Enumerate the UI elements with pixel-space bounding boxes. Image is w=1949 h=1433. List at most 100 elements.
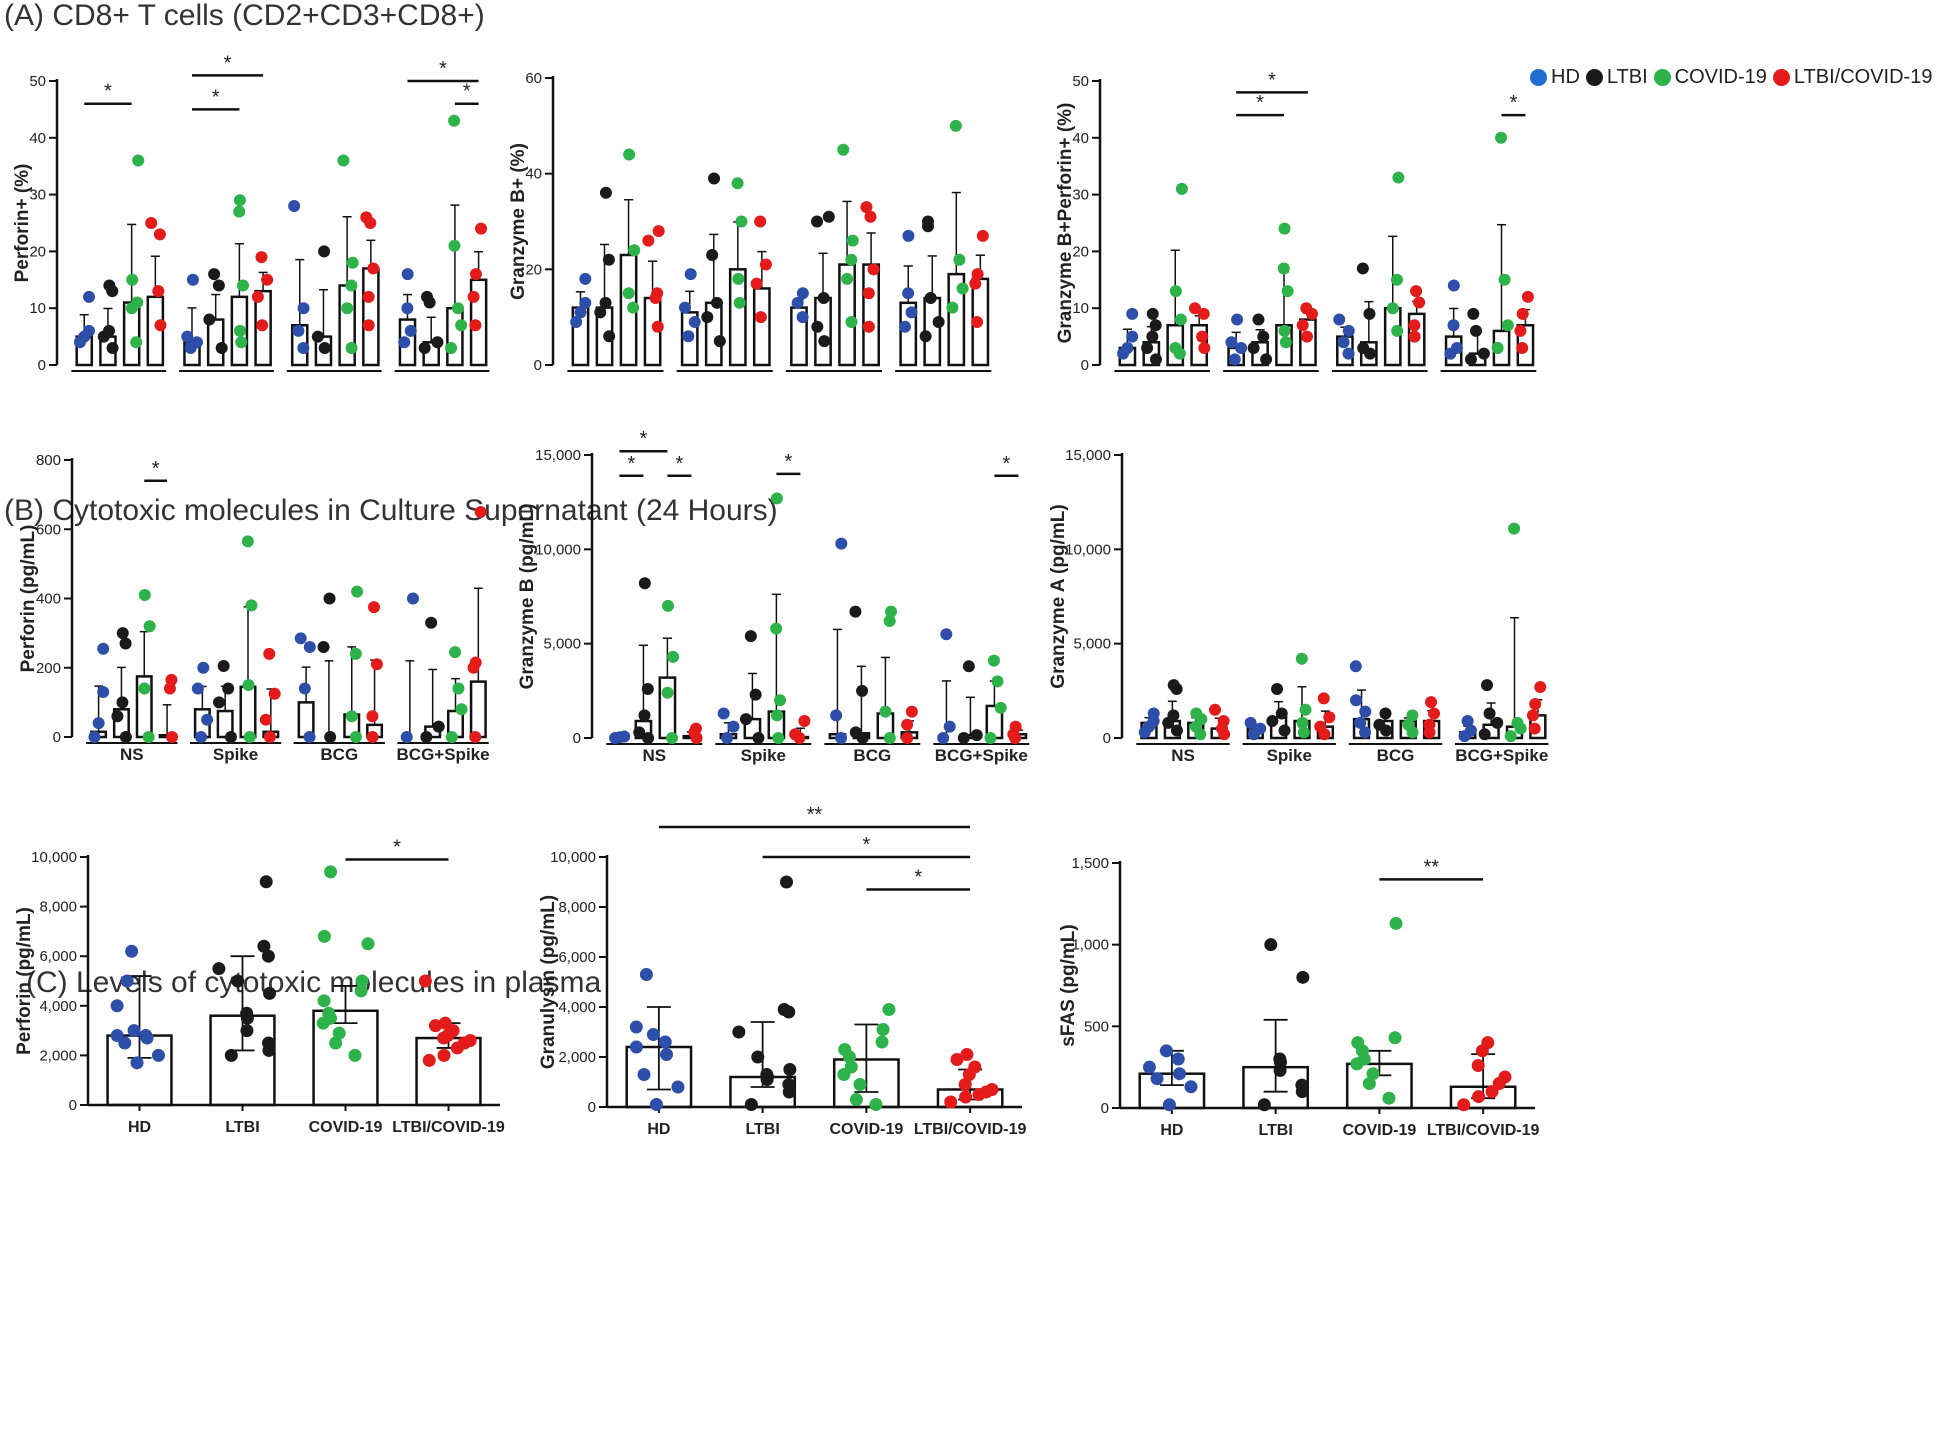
C2-point [779, 875, 793, 889]
A1-point [131, 296, 144, 309]
C1-sig-label: * [393, 836, 401, 858]
B2-point [641, 682, 654, 695]
B3-point [1491, 716, 1504, 729]
B1-point [294, 632, 307, 645]
C2-point [629, 1020, 643, 1034]
B3-y-tick-label: 0 [1103, 730, 1111, 747]
A1-point [103, 279, 116, 292]
A1-point [297, 341, 310, 354]
C1-x-tick-label: HD [128, 1119, 151, 1136]
C2-point [751, 1050, 765, 1064]
B2-point [883, 732, 896, 744]
B2-point [849, 726, 862, 739]
B3-point [1244, 716, 1257, 729]
C2-point [875, 1035, 889, 1049]
A2-point [754, 215, 767, 228]
C1-point [110, 1029, 124, 1043]
A2-point [599, 186, 612, 199]
A2-point [708, 172, 721, 185]
A1-point [152, 285, 165, 298]
A1-y-tick-label: 40 [29, 130, 46, 147]
legend-label-covid: COVID-19 [1674, 65, 1767, 88]
B3-point [1379, 707, 1392, 720]
A2-point [902, 287, 915, 300]
A2-point [682, 330, 695, 343]
A2-point [688, 315, 701, 328]
legend-item-ltbi: LTBI [1585, 66, 1648, 89]
B1-point [303, 731, 316, 743]
B3-point [1314, 720, 1327, 733]
B1-point [245, 599, 258, 612]
A1-y-tick-label: 20 [29, 243, 46, 260]
B3-point [1271, 682, 1284, 695]
A3-y-tick-label: 20 [1072, 243, 1089, 260]
B3-point [1254, 722, 1267, 735]
C1-point [257, 939, 271, 953]
B2-point [970, 729, 983, 742]
C1-point [212, 962, 226, 976]
A2-point [706, 248, 719, 261]
C3-y-tick-label: 1,000 [1071, 937, 1109, 954]
A3-point [1514, 324, 1527, 337]
B1-point [119, 637, 132, 650]
B3-point [1217, 715, 1230, 728]
C1-point [428, 1019, 442, 1033]
B1-condition-label: BCG+Spike [397, 745, 490, 764]
A3-point [1146, 307, 1159, 320]
C2-point [985, 1083, 999, 1096]
B2-point [717, 707, 730, 720]
B3-point [1278, 724, 1291, 737]
B3-point [1266, 715, 1279, 728]
A2-point [603, 330, 616, 343]
B1-point [452, 682, 465, 695]
A1-point [145, 217, 158, 229]
A2-point [822, 210, 835, 223]
B1-point [97, 685, 110, 698]
A3-point [1300, 302, 1313, 315]
B2-sig-label: * [675, 453, 683, 475]
A2-point [759, 258, 772, 271]
C2-y-tick-label: 2,000 [558, 1049, 596, 1066]
B3-condition-label: NS [1171, 746, 1195, 765]
A1-sig-label: * [224, 52, 232, 74]
A2-point [651, 320, 664, 333]
B3-y-tick-label: 15,000 [1065, 447, 1111, 464]
B2-point [638, 709, 651, 722]
A3-point [1464, 353, 1477, 366]
C1-point [259, 875, 273, 889]
A3-point [1447, 319, 1460, 332]
C2-y-tick-label: 4,000 [558, 999, 596, 1016]
B1-point [224, 731, 237, 743]
B2-condition-label: NS [643, 746, 667, 765]
B2-point [661, 599, 674, 612]
B2-condition-label: BCG [853, 746, 891, 765]
A2-point [574, 306, 587, 319]
B2-point [689, 722, 702, 735]
A3-point [1257, 330, 1270, 343]
A2-point [860, 201, 873, 214]
B2-condition-label: BCG+Spike [935, 746, 1028, 765]
B2-y-tick-label: 5,000 [543, 636, 581, 653]
B3-point [1296, 716, 1309, 729]
C3-point [1388, 1031, 1402, 1045]
C1-point [224, 1048, 238, 1062]
C1-x-tick-label: LTBI [225, 1119, 259, 1136]
A3-point [1450, 341, 1463, 354]
B2-y-tick-label: 0 [573, 730, 581, 747]
A3-point [1252, 313, 1265, 326]
A2-point [796, 311, 809, 324]
B3-point [1478, 728, 1491, 741]
A3-point [1175, 182, 1188, 195]
A1-bar [446, 306, 464, 367]
A1-sig-label: * [212, 86, 220, 108]
A3-point [1196, 330, 1209, 343]
B1-y-tick-label: 800 [36, 452, 61, 469]
B3-point [1511, 716, 1524, 729]
B2-point [987, 654, 1000, 667]
A3-point [1363, 307, 1376, 320]
B3-y-label: Granzyme A (pg/mL) [1048, 504, 1069, 688]
C2-point [968, 1060, 982, 1074]
B1-point [97, 642, 110, 655]
C3-y-label: sFAS (pg/mL) [1058, 924, 1079, 1046]
B1-point [324, 731, 337, 743]
